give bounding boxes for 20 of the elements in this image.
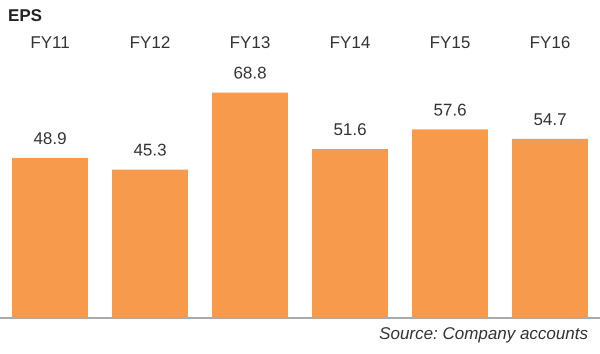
data-label: 45.3: [133, 140, 167, 160]
bar: [12, 158, 88, 318]
x-tick-label: FY14: [330, 33, 370, 52]
source-note: Source: Company accounts: [379, 324, 588, 344]
bar: [412, 129, 488, 318]
data-label: 48.9: [33, 128, 67, 148]
bar: [112, 170, 188, 318]
x-tick-label: FY13: [230, 33, 270, 52]
x-tick-label: FY11: [30, 33, 70, 52]
data-label: 57.6: [433, 100, 467, 120]
bar: [312, 149, 388, 318]
data-label: 51.6: [333, 120, 367, 140]
x-tick-label: FY15: [430, 33, 470, 52]
bar: [212, 92, 288, 318]
chart-title: EPS: [8, 6, 42, 26]
x-tick-label: FY16: [530, 33, 570, 52]
data-label: 54.7: [533, 110, 567, 129]
bar: [512, 138, 588, 318]
data-label: 68.8: [233, 64, 267, 83]
x-tick-label: FY12: [130, 33, 170, 52]
